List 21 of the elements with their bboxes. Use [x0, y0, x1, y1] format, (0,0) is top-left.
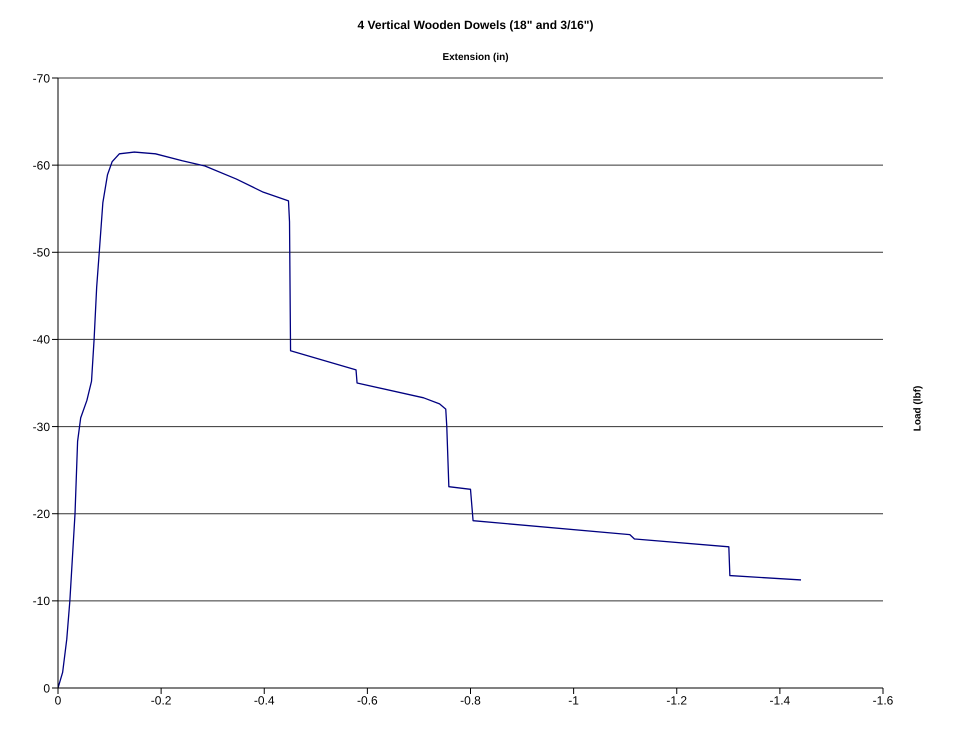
y-tick-label: -20: [32, 506, 50, 521]
y-tick-label: 0: [43, 681, 50, 696]
chart-title: 4 Vertical Wooden Dowels (18" and 3/16"): [356, 18, 594, 32]
y-tick-label: -70: [32, 71, 50, 86]
x-tick-label: -1.4: [770, 694, 791, 708]
x-axis-title: Extension (in): [441, 52, 510, 63]
x-tick-label: 0: [54, 694, 62, 708]
x-tick-label: -1.2: [666, 694, 688, 708]
x-tick-label: -0.6: [357, 694, 378, 708]
x-tick-label: -1: [568, 694, 580, 708]
y-axis-title: Load (lbf): [912, 385, 924, 431]
y-tick-label: -30: [32, 420, 50, 434]
x-tick-label: -1.6: [872, 694, 894, 708]
y-tick-label: -10: [32, 594, 50, 608]
y-tick-label: -60: [32, 158, 50, 172]
y-tick-label: -40: [32, 332, 50, 347]
x-tick-label: -0.2: [150, 694, 172, 708]
line-series: [58, 151, 802, 688]
y-tick-label: -50: [32, 246, 50, 260]
x-tick-label: -0.4: [254, 694, 275, 708]
x-tick-label: -0.8: [460, 694, 482, 708]
